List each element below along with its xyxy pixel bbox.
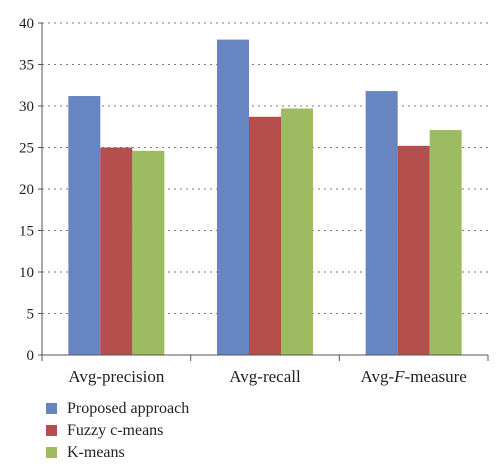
legend-swatch <box>46 447 57 458</box>
y-tick-label: 10 <box>19 265 34 281</box>
bar-k-means-2 <box>429 130 462 355</box>
bar-fuzzy-c-means-1 <box>249 116 281 355</box>
x-axis-category-labels: Avg-precision Avg-recall Avg-F-measure <box>68 367 467 386</box>
bar-k-means-1 <box>281 108 313 356</box>
bar-fuzzy-c-means-2 <box>397 145 430 355</box>
y-tick-label: 35 <box>19 58 34 74</box>
bar-proposed-approach-2 <box>365 91 398 355</box>
bar-proposed-approach-1 <box>217 39 249 355</box>
legend: Proposed approach Fuzzy c-means K-means <box>46 400 189 461</box>
y-axis-tick-labels: 0 5 10 15 20 25 30 35 40 <box>19 16 34 364</box>
legend-swatch <box>46 425 57 436</box>
bars <box>68 39 462 356</box>
y-tick-label: 40 <box>19 16 34 32</box>
y-tick-label: 0 <box>27 348 35 364</box>
y-tick-label: 25 <box>19 141 34 157</box>
x-category-label: Avg-recall <box>229 367 301 386</box>
y-tick-label: 5 <box>27 307 35 323</box>
x-category-label: Avg-precision <box>68 367 164 386</box>
axes <box>38 22 489 361</box>
y-tick-label: 15 <box>19 224 34 240</box>
y-tick-label: 30 <box>19 99 34 115</box>
bar-proposed-approach-0 <box>68 96 101 355</box>
legend-label: Proposed approach <box>67 400 189 417</box>
x-category-label: Avg-F-measure <box>360 367 466 386</box>
legend-label: Fuzzy c-means <box>67 422 163 439</box>
bar-fuzzy-c-means-0 <box>100 147 133 355</box>
bar-k-means-0 <box>132 150 165 355</box>
y-tick-label: 20 <box>19 182 34 198</box>
legend-swatch <box>46 403 57 414</box>
legend-label: K-means <box>67 444 125 461</box>
